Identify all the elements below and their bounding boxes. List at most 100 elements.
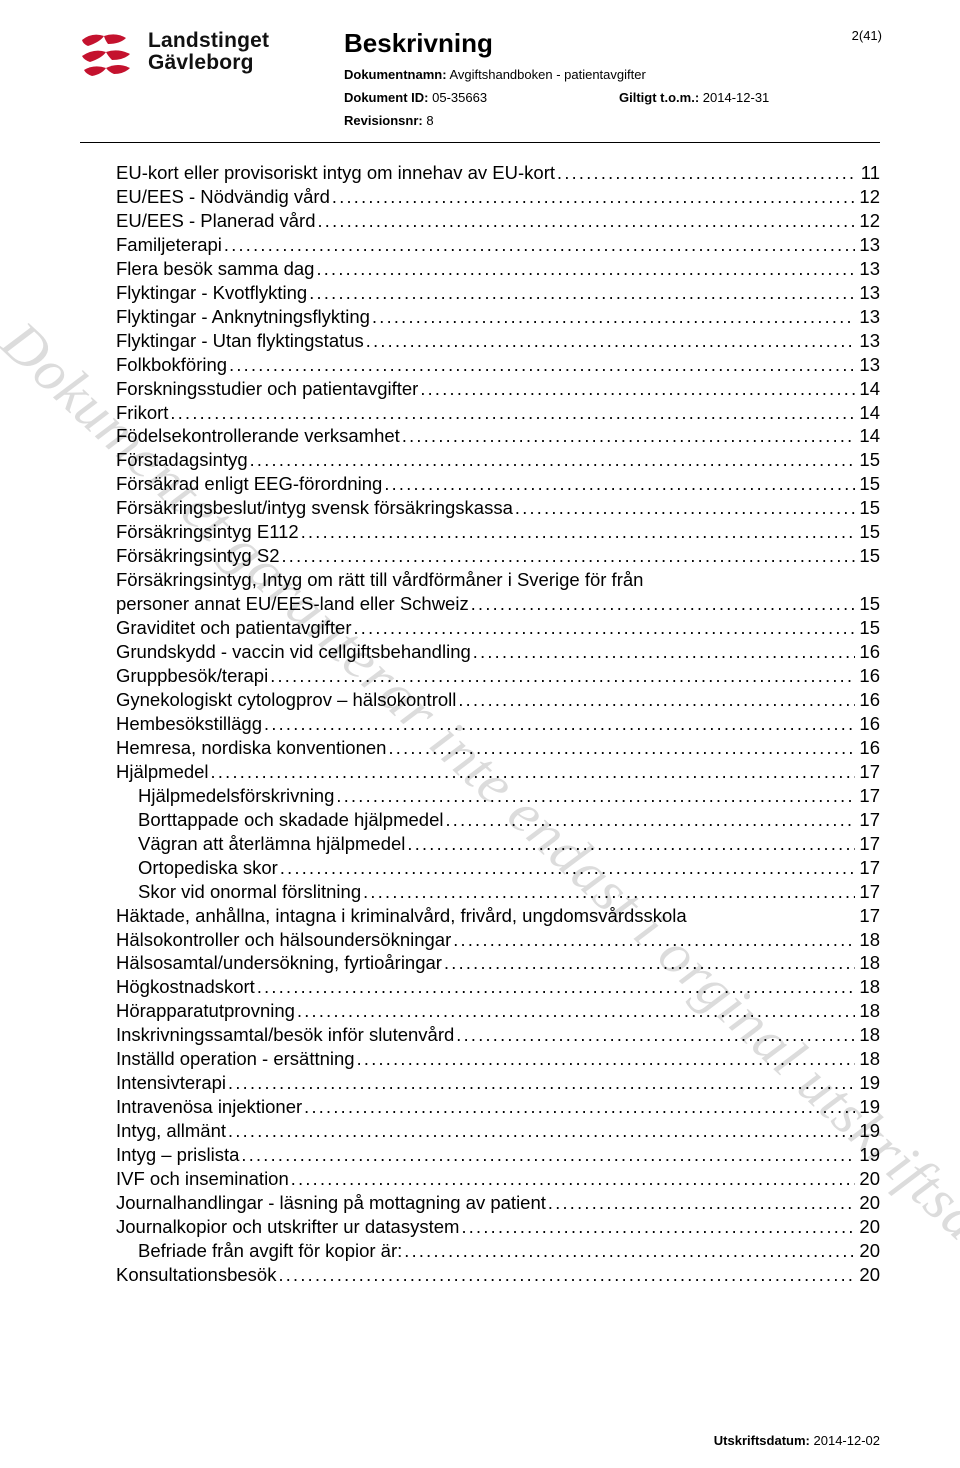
toc-entry: Vägran att återlämna hjälpmedel 17 <box>116 832 880 856</box>
toc-entry-title: Flera besök samma dag <box>116 257 316 281</box>
toc-leader <box>264 713 855 731</box>
toc-entry-title: EU-kort eller provisoriskt intyg om inne… <box>116 161 557 185</box>
toc-entry-title: Försäkringsintyg E112 <box>116 520 301 544</box>
toc-leader <box>278 1264 855 1282</box>
toc-entry-page: 14 <box>855 424 880 448</box>
toc-leader <box>461 1216 855 1234</box>
toc-entry: Gynekologiskt cytologprov – hälsokontrol… <box>116 688 880 712</box>
toc-entry-title: Grundskydd - vaccin vid cellgiftsbehandl… <box>116 640 473 664</box>
footer-label: Utskriftsdatum: <box>714 1433 810 1448</box>
toc-entry-title: Hembesökstillägg <box>116 712 264 736</box>
toc-leader <box>250 449 856 467</box>
toc-entry-title: EU/EES - Planerad vård <box>116 209 317 233</box>
toc-entry-title: Inställd operation - ersättning <box>116 1047 357 1071</box>
header-rule <box>80 142 880 143</box>
toc-leader <box>372 306 855 324</box>
toc-entry-title: Frikort <box>116 401 170 425</box>
toc-leader <box>297 1000 855 1018</box>
footer-print-date: Utskriftsdatum: 2014-12-02 <box>714 1433 880 1448</box>
toc-entry: Födelsekontrollerande verksamhet 14 <box>116 424 880 448</box>
toc-leader <box>291 1168 856 1186</box>
toc-entry-page: 17 <box>855 832 880 856</box>
document-id-row: Dokument ID: 05-35663 Giltigt t.o.m.: 20… <box>344 90 880 105</box>
toc-entry-page: 13 <box>855 281 880 305</box>
toc-entry-page: 20 <box>855 1263 880 1287</box>
toc-entry-page: 18 <box>855 975 880 999</box>
toc-entry: Flera besök samma dag 13 <box>116 257 880 281</box>
toc-entry: Högkostnadskort 18 <box>116 975 880 999</box>
toc-entry: Inskrivningssamtal/besök inför slutenvår… <box>116 1023 880 1047</box>
toc-entry-page: 17 <box>855 904 880 928</box>
toc-entry: Frikort 14 <box>116 401 880 425</box>
toc-entry: EU/EES - Planerad vård 12 <box>116 209 880 233</box>
toc-entry: Familjeterapi 13 <box>116 233 880 257</box>
toc-entry-title: Skor vid onormal förslitning <box>116 880 363 904</box>
toc-entry-title: Hälsokontroller och hälsoundersökningar <box>116 928 453 952</box>
logo-text-line1: Landstinget <box>148 30 298 52</box>
toc-leader <box>402 425 856 443</box>
toc-entry-title: Journalhandlingar - läsning på mottagnin… <box>116 1191 548 1215</box>
toc-entry-title: Intyg, allmänt <box>116 1119 228 1143</box>
toc-entry: Försäkrad enligt EEG-förordning 15 <box>116 472 880 496</box>
toc-entry: Intyg, allmänt 19 <box>116 1119 880 1143</box>
toc-entry-page: 13 <box>855 353 880 377</box>
page: 2(41) Landstinget Gävleborg Beskrivning … <box>0 0 960 1468</box>
toc-leader <box>388 737 855 755</box>
toc-leader <box>548 1192 856 1210</box>
toc-entry-page: 18 <box>855 951 880 975</box>
toc-leader <box>257 976 856 994</box>
toc-entry-title: Forskningsstudier och patientavgifter <box>116 377 420 401</box>
toc-entry: Försäkringsintyg, Intyg om rätt till vår… <box>116 568 880 592</box>
toc-leader <box>445 809 855 827</box>
toc-leader <box>304 1096 855 1114</box>
toc-entry: IVF och insemination 20 <box>116 1167 880 1191</box>
toc-leader <box>241 1144 855 1162</box>
toc-entry-page: 17 <box>855 856 880 880</box>
toc-entry-title: Häktade, anhållna, intagna i kriminalvår… <box>116 904 689 928</box>
footer-date-value: 2014-12-02 <box>814 1433 881 1448</box>
toc-leader <box>317 210 855 228</box>
toc-entry-title: Intyg – prislista <box>116 1143 241 1167</box>
toc-entry-page: 16 <box>855 688 880 712</box>
toc-entry: Ortopediska skor 17 <box>116 856 880 880</box>
toc-leader <box>332 186 856 204</box>
toc-entry-title: personer annat EU/EES-land eller Schweiz <box>116 592 471 616</box>
document-name-line: Dokumentnamn: Avgiftshandboken - patient… <box>344 67 880 82</box>
toc-entry: Flyktingar - Anknytningsflykting 13 <box>116 305 880 329</box>
toc-entry-page: 17 <box>855 808 880 832</box>
toc-leader <box>471 593 856 611</box>
toc-entry-title: Flyktingar - Kvotflykting <box>116 281 309 305</box>
toc-entry: Försäkringsbeslut/intyg svensk försäkrin… <box>116 496 880 520</box>
toc-entry-title: Intravenösa injektioner <box>116 1095 304 1119</box>
valid-value: 2014-12-31 <box>703 90 770 105</box>
toc-entry-page: 14 <box>855 401 880 425</box>
toc-entry: Intravenösa injektioner 19 <box>116 1095 880 1119</box>
toc-entry: EU-kort eller provisoriskt intyg om inne… <box>116 161 880 185</box>
toc-entry-page: 19 <box>855 1071 880 1095</box>
toc-leader <box>301 521 856 539</box>
revision-line: Revisionsnr: 8 <box>344 113 880 128</box>
toc-entry-title: Hjälpmedelsförskrivning <box>116 784 336 808</box>
toc-leader <box>357 1048 856 1066</box>
toc-entry: Häktade, anhållna, intagna i kriminalvår… <box>116 904 880 928</box>
toc-entry-page: 19 <box>855 1095 880 1119</box>
toc-entry: Hjälpmedelsförskrivning 17 <box>116 784 880 808</box>
header-meta: Beskrivning Dokumentnamn: Avgiftshandbok… <box>312 28 880 136</box>
toc-entry: Hembesökstillägg 16 <box>116 712 880 736</box>
page-number: 2(41) <box>852 28 882 43</box>
toc-leader <box>404 1240 855 1258</box>
toc-entry: Borttappade och skadade hjälpmedel 17 <box>116 808 880 832</box>
toc-entry-title: IVF och insemination <box>116 1167 291 1191</box>
toc-entry-page: 20 <box>855 1167 880 1191</box>
toc-leader <box>444 952 855 970</box>
toc-entry-title: Försäkringsbeslut/intyg svensk försäkrin… <box>116 496 515 520</box>
revision-value: 8 <box>426 113 433 128</box>
toc-entry-title: Familjeterapi <box>116 233 224 257</box>
toc-entry-page: 16 <box>855 664 880 688</box>
toc-entry: Förstadagsintyg 15 <box>116 448 880 472</box>
revision-label: Revisionsnr: <box>344 113 423 128</box>
toc-entry-page: 18 <box>855 1023 880 1047</box>
toc-entry: Graviditet och patientavgifter 15 <box>116 616 880 640</box>
toc-entry-page: 15 <box>855 544 880 568</box>
toc-entry-page: 15 <box>855 496 880 520</box>
